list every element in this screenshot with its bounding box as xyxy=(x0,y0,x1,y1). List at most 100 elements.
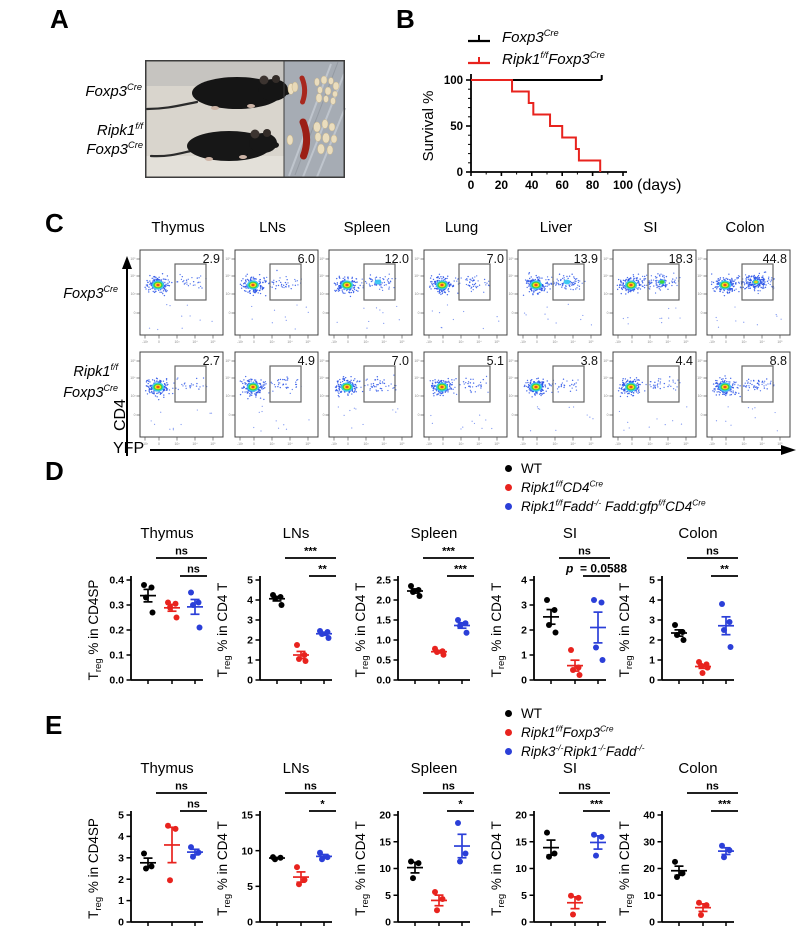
svg-text:0.4: 0.4 xyxy=(109,575,124,587)
flow-plot-row2-lns: 4.9 -10³ 0 10³ 10⁴ 10⁵ 10⁵ 10⁴ 10³ 0 xyxy=(225,351,318,446)
svg-text:-10³: -10³ xyxy=(425,340,432,344)
svg-text:0: 0 xyxy=(247,917,253,929)
svg-text:10³: 10³ xyxy=(742,340,748,344)
svg-text:ns: ns xyxy=(187,799,200,811)
flow-column-header-lns: LNs xyxy=(259,219,286,236)
scatter-chart-thymus: Thymus 0.0 0.1 0.2 0.3 0.4 Treg % in CD4SP ns ns xyxy=(86,525,207,687)
svg-text:10⁵: 10⁵ xyxy=(305,442,311,446)
svg-text:Survival %: Survival % xyxy=(420,91,437,162)
svg-text:0.5: 0.5 xyxy=(376,655,391,667)
svg-text:0: 0 xyxy=(457,167,463,179)
svg-text:1: 1 xyxy=(649,655,655,667)
scatter-chart-si: SI 0 1 2 3 4 Treg % in CD4 T ns p = 0.0588 xyxy=(489,525,627,687)
svg-text:10³: 10³ xyxy=(647,340,653,344)
svg-text:10⁵: 10⁵ xyxy=(399,442,405,446)
svg-text:10⁴: 10⁴ xyxy=(130,376,136,380)
flow-plot-row1-colon: 44.8 -10³ 0 10³ 10⁴ 10⁵ 10⁵ 10⁴ 10³ 0 xyxy=(697,249,791,344)
svg-text:0: 0 xyxy=(701,311,703,315)
svg-text:0: 0 xyxy=(253,340,255,344)
svg-text:10³: 10³ xyxy=(603,394,609,398)
svg-text:LNs: LNs xyxy=(283,760,310,777)
svg-text:10: 10 xyxy=(379,863,391,875)
svg-text:0: 0 xyxy=(468,178,475,192)
svg-text:10⁵: 10⁵ xyxy=(494,340,500,344)
flow-row2-genotype: Ripk1f/f Foxp3Cre xyxy=(63,362,118,401)
svg-text:10⁴: 10⁴ xyxy=(508,376,514,380)
svg-text:10³: 10³ xyxy=(269,340,275,344)
svg-text:30: 30 xyxy=(643,836,655,848)
svg-text:1.0: 1.0 xyxy=(376,635,391,647)
svg-text:10⁵: 10⁵ xyxy=(683,442,689,446)
svg-text:5: 5 xyxy=(521,890,527,902)
svg-text:80: 80 xyxy=(586,178,600,192)
svg-text:Thymus: Thymus xyxy=(140,525,193,542)
scatter-chart-thymus: Thymus 0 1 2 3 4 5 Treg % in CD4SP ns ns xyxy=(86,760,207,929)
svg-text:10³: 10³ xyxy=(647,442,653,446)
svg-text:10⁴: 10⁴ xyxy=(414,274,420,278)
svg-text:10⁴: 10⁴ xyxy=(697,274,703,278)
svg-text:0.2: 0.2 xyxy=(109,625,124,637)
flow-plot-row1-lns: 6.0 -10³ 0 10³ 10⁴ 10⁵ 10⁵ 10⁴ 10³ 0 xyxy=(225,249,318,344)
svg-text:0: 0 xyxy=(536,442,538,446)
svg-text:10³: 10³ xyxy=(553,340,559,344)
flow-column-header-spleen: Spleen xyxy=(343,219,391,236)
svg-text:10³: 10³ xyxy=(364,442,370,446)
flow-plot-row2-lung: 5.1 -10³ 0 10³ 10⁴ 10⁵ 10⁵ 10⁴ 10³ 0 xyxy=(414,351,507,446)
legend-e-item-ripk1-foxp3: Ripk1f/fFoxp3Cre xyxy=(505,724,614,740)
svg-text:10⁵: 10⁵ xyxy=(697,257,703,261)
svg-text:6.0: 6.0 xyxy=(297,252,314,266)
svg-text:10: 10 xyxy=(515,863,527,875)
svg-text:0: 0 xyxy=(134,413,136,417)
svg-text:5.1: 5.1 xyxy=(486,354,503,368)
svg-text:1: 1 xyxy=(521,650,527,662)
legend-d-item-ripk1-fadd: Ripk1f/fFadd-/- Fadd:gfpf/fCD4Cre xyxy=(505,498,706,514)
svg-text:p = 0.0588: p = 0.0588 xyxy=(565,562,627,576)
svg-text:Colon: Colon xyxy=(678,525,717,542)
svg-text:4: 4 xyxy=(521,575,527,587)
svg-text:15: 15 xyxy=(241,810,253,822)
svg-text:4: 4 xyxy=(649,595,655,607)
svg-text:10⁴: 10⁴ xyxy=(192,442,198,446)
scatter-chart-si: SI 0 5 10 15 20 Treg % in CD4 T ns *** xyxy=(489,760,610,929)
svg-text:7.0: 7.0 xyxy=(392,354,409,368)
svg-text:10⁵: 10⁵ xyxy=(319,359,325,363)
svg-text:0: 0 xyxy=(158,442,160,446)
svg-text:0: 0 xyxy=(631,442,633,446)
svg-text:10³: 10³ xyxy=(269,442,275,446)
svg-text:10⁴: 10⁴ xyxy=(603,274,609,278)
svg-text:3: 3 xyxy=(118,852,124,864)
svg-text:0: 0 xyxy=(347,340,349,344)
svg-text:0: 0 xyxy=(228,311,230,315)
svg-text:10³: 10³ xyxy=(698,394,704,398)
svg-text:5: 5 xyxy=(649,575,655,587)
flow-plot-row2-colon: 8.8 -10³ 0 10³ 10⁴ 10⁵ 10⁵ 10⁴ 10³ 0 xyxy=(697,351,791,446)
mouse-2-genotype-label: Ripk1f/f Foxp3Cre xyxy=(36,121,143,159)
legend-dot-blue xyxy=(505,748,512,755)
svg-text:10⁵: 10⁵ xyxy=(225,257,231,261)
svg-text:SI: SI xyxy=(563,760,577,777)
legend-dot-black xyxy=(505,465,512,472)
svg-text:5: 5 xyxy=(385,890,391,902)
svg-text:10⁴: 10⁴ xyxy=(225,376,231,380)
svg-text:10⁴: 10⁴ xyxy=(508,274,514,278)
scatter-chart-spleen: Spleen 0.0 0.5 1.0 1.5 2.0 2.5 Treg % in CD4 T *… xyxy=(353,525,474,687)
svg-text:10⁵: 10⁵ xyxy=(319,257,325,261)
scatter-chart-spleen: Spleen 0 5 10 15 20 Treg % in CD4 T ns* xyxy=(353,760,474,929)
svg-text:10⁵: 10⁵ xyxy=(588,340,594,344)
svg-text:ns: ns xyxy=(578,546,591,558)
svg-text:10⁴: 10⁴ xyxy=(603,376,609,380)
svg-text:-10³: -10³ xyxy=(331,442,338,446)
svg-text:2: 2 xyxy=(649,635,655,647)
svg-text:ns: ns xyxy=(175,781,188,793)
cd4-axis-label: CD4 xyxy=(112,399,129,432)
panel-b-label: B xyxy=(396,4,415,34)
legend-d-item-ripk1: Ripk1f/fCD4Cre xyxy=(505,479,603,495)
svg-text:2: 2 xyxy=(247,635,253,647)
svg-text:SI: SI xyxy=(563,525,577,542)
svg-text:-10³: -10³ xyxy=(236,340,243,344)
svg-text:7.0: 7.0 xyxy=(486,252,503,266)
svg-text:*: * xyxy=(458,799,463,811)
svg-text:10⁴: 10⁴ xyxy=(414,376,420,380)
svg-text:***: *** xyxy=(590,799,604,811)
scatter-chart-lns: LNs 0 1 2 3 4 5 Treg % in CD4 T ***** xyxy=(215,525,336,687)
